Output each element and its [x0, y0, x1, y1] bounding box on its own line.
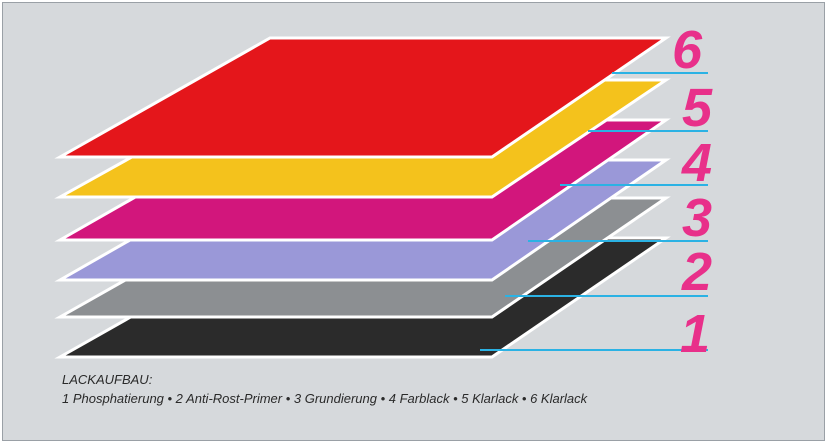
layer-number-2: 2: [681, 242, 712, 302]
layer-number-6: 6: [672, 20, 703, 80]
caption-heading: LACKAUFBAU:: [62, 372, 153, 387]
layer-stack: [54, 36, 671, 359]
paint-layer-6: [54, 36, 671, 159]
layer-number-1: 1: [680, 304, 710, 364]
caption-legend: 1 Phosphatierung • 2 Anti-Rost-Primer • …: [62, 391, 588, 406]
leader-lines: [480, 72, 708, 351]
layer-number-5: 5: [682, 78, 713, 138]
caption: LACKAUFBAU: 1 Phosphatierung • 2 Anti-Ro…: [62, 370, 587, 408]
layer-number-3: 3: [682, 188, 712, 248]
layer-number-4: 4: [681, 133, 712, 193]
